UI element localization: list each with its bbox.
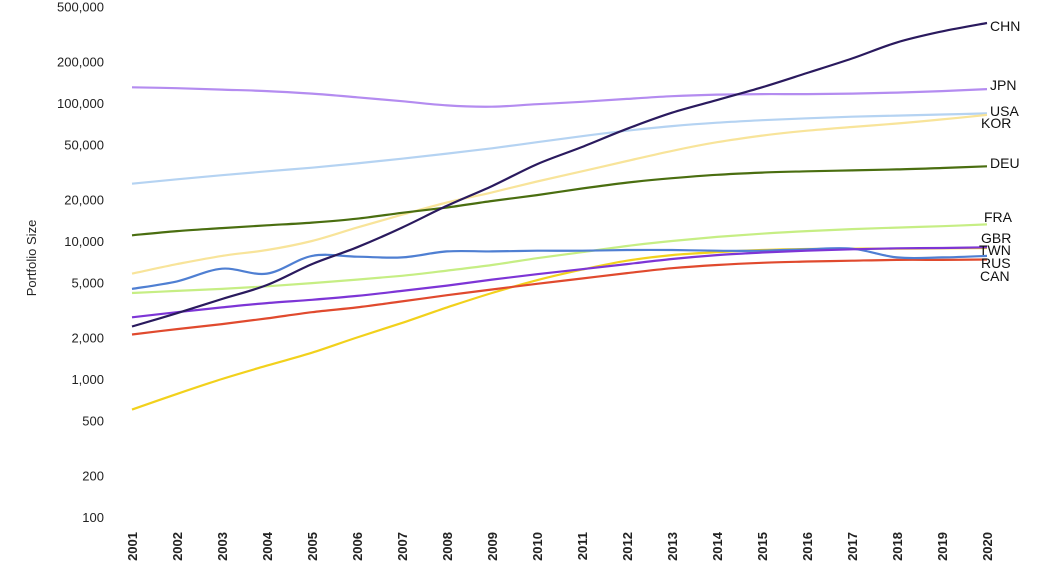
x-tick-label: 2017 [845,532,860,561]
x-tick-label: 2005 [305,532,320,561]
series-line-kor [131,113,988,275]
y-tick-label: 20,000 [64,192,104,207]
x-tick-label: 2010 [530,532,545,561]
series-label-kor: KOR [981,115,1011,131]
x-tick-label: 2015 [755,532,770,561]
y-axis-ticks: 100 200 500 1,000 2,000 5,000 10,000 20,000 50,0… [57,0,104,525]
series-line-fra [131,223,988,295]
series-line-usa [131,112,988,185]
x-tick-label: 2009 [485,532,500,561]
series-line-twn [131,246,988,319]
series-line-jpn [131,86,988,108]
series-lines [131,21,988,411]
series-label-deu: DEU [990,155,1020,171]
series-label-fra: FRA [984,209,1013,225]
series-label-jpn: JPN [990,77,1016,93]
y-tick-label: 5,000 [71,276,104,291]
series-label-twn: TWN [979,242,1011,258]
x-tick-label: 2003 [215,532,230,561]
y-tick-label: 2,000 [71,330,104,345]
x-tick-label: 2020 [980,532,995,561]
series-label-usa: USA [990,103,1019,119]
y-tick-label: 50,000 [64,138,104,153]
x-tick-label: 2004 [260,531,275,561]
y-tick-label: 1,000 [71,372,104,387]
x-tick-label: 2008 [440,532,455,561]
series-label-can: CAN [980,268,1010,284]
x-tick-label: 2007 [395,532,410,561]
y-tick-label: 500,000 [57,0,104,15]
x-tick-label: 2012 [620,532,635,561]
series-line-rus [131,258,988,336]
x-tick-label: 2019 [935,532,950,561]
x-axis-ticks: 2001 2002 2003 2004 2005 2006 2007 2008 2009 2010… [125,531,995,561]
series-label-rus: RUS [981,255,1011,271]
y-tick-label: 10,000 [64,234,104,249]
y-tick-label: 100 [82,510,104,525]
series-line-deu [131,165,988,237]
series-label-gbr: GBR [981,230,1011,246]
x-tick-label: 2011 [575,532,590,560]
y-tick-label: 500 [82,414,104,429]
y-axis-label: Portfolio Size [24,220,39,297]
x-tick-label: 2014 [710,531,725,561]
x-tick-label: 2006 [350,532,365,561]
y-tick-label: 100,000 [57,96,104,111]
y-tick-label: 200 [82,468,104,483]
series-label-chn: CHN [990,18,1020,34]
x-tick-label: 2002 [170,532,185,561]
x-tick-label: 2018 [890,532,905,561]
series-line-chn [131,21,988,328]
x-tick-label: 2016 [800,532,815,561]
y-tick-label: 200,000 [57,54,104,69]
x-tick-label: 2001 [125,532,140,561]
x-tick-label: 2013 [665,532,680,561]
